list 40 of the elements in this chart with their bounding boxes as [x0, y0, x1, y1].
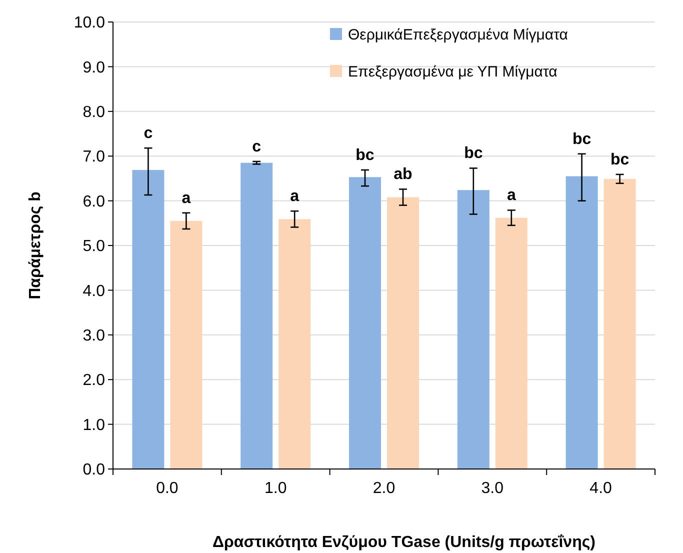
bar [387, 197, 419, 469]
x-tick-label: 2.0 [372, 480, 396, 497]
x-tick-label: 0.0 [156, 480, 178, 497]
y-tick-label: 5.0 [82, 238, 106, 256]
x-axis-title: Δραστικότητα Ενζύμου TGase (Units/g πρωτεΐνης) [212, 534, 596, 551]
bar [349, 177, 381, 469]
y-tick-label: 0.0 [82, 462, 106, 479]
y-tick-label: 9.0 [82, 59, 106, 76]
data-label: a [506, 187, 516, 204]
y-tick-label: 6.0 [82, 193, 106, 210]
legend-label: Επεξεργασμένα με ΥΠ Μίγματα [348, 63, 558, 80]
data-label: bc [356, 146, 374, 164]
y-tick-label: 8.0 [82, 104, 106, 121]
y-tick-label: 4.0 [82, 282, 106, 300]
y-axis-title: Παράμετρος b [27, 191, 44, 300]
data-label: c [144, 125, 153, 142]
x-tick-label: 1.0 [264, 480, 287, 497]
bar [566, 176, 598, 469]
bar [170, 220, 202, 469]
x-tick-label: 4.0 [590, 480, 612, 497]
data-label: bc [572, 130, 592, 148]
y-tick-label: 2.0 [82, 372, 106, 390]
bar [604, 178, 636, 469]
y-tick-label: 3.0 [82, 328, 106, 344]
data-label: bc [464, 145, 483, 162]
y-tick-label: 10.0 [74, 14, 106, 32]
data-label: bc [610, 151, 630, 168]
data-label: c [252, 138, 262, 156]
y-tick-label: 1.0 [82, 416, 106, 434]
data-label: a [182, 190, 191, 207]
y-tick-label: 7.0 [82, 148, 106, 166]
bar [278, 219, 311, 469]
data-label: a [290, 188, 300, 206]
legend-label: ΘερμικάΕπεξεργασμένα Μίγματα [348, 26, 568, 44]
data-label: ab [394, 166, 413, 184]
bar [240, 162, 273, 469]
bar [495, 218, 528, 469]
x-tick-label: 3.0 [481, 480, 504, 497]
bar [132, 170, 164, 469]
bar [457, 190, 490, 469]
